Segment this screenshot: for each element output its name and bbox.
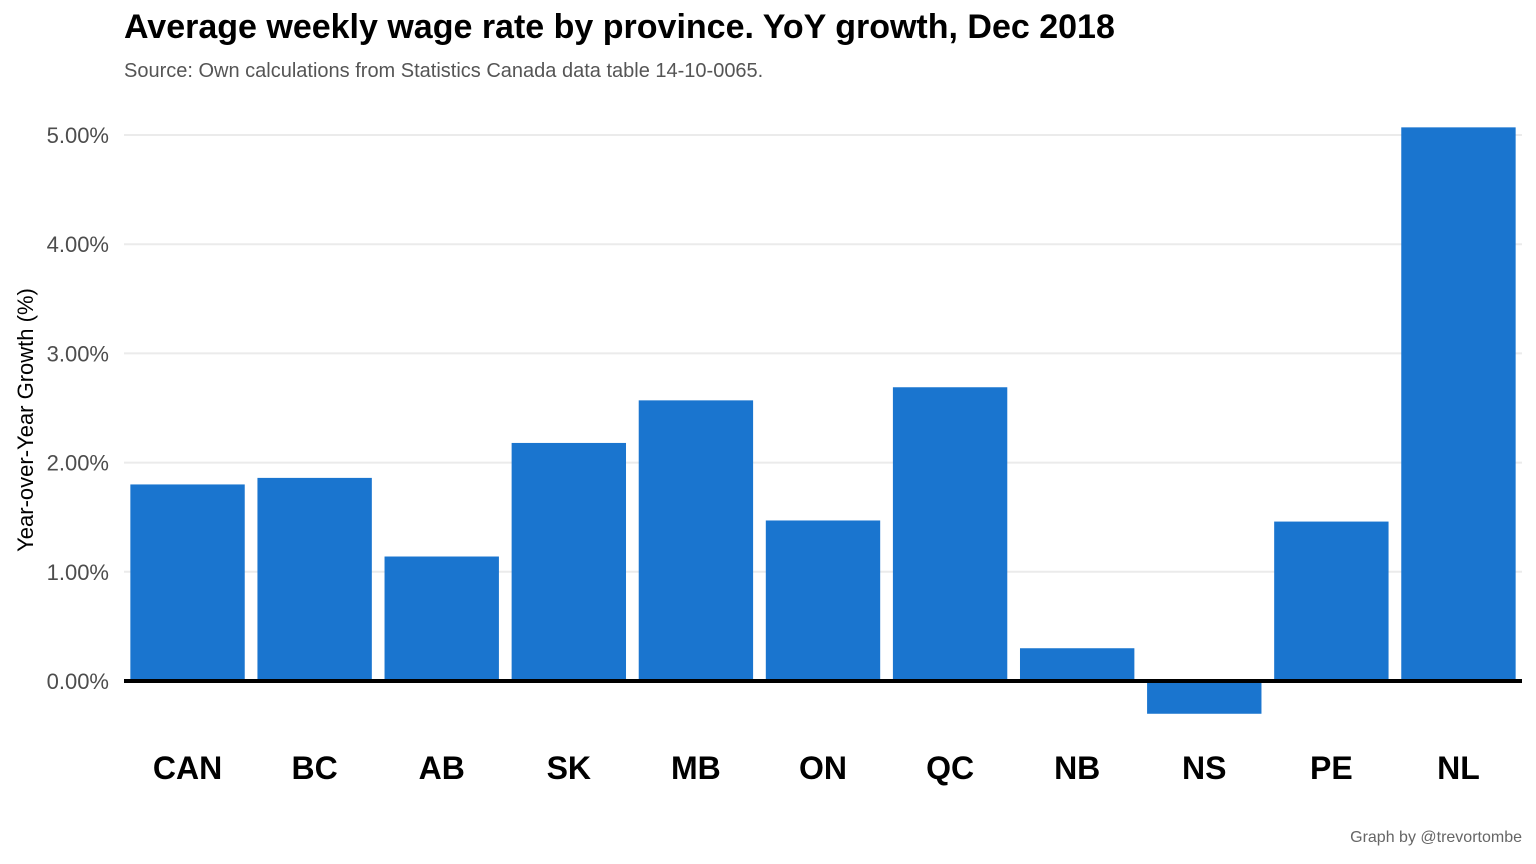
x-tick-label: CAN [153,750,222,786]
x-tick-label: NL [1437,750,1480,786]
bar-nl [1401,127,1516,681]
y-tick-label: 3.00% [47,341,109,366]
y-axis-label: Year-over-Year Growth (%) [13,288,38,552]
x-axis-ticks: CAN BC AB SK MB ON QC NB NS PE NL [153,750,1480,786]
bar-ns [1147,681,1262,714]
y-tick-label: 4.00% [47,232,109,257]
y-tick-label: 5.00% [47,123,109,148]
y-tick-label: 2.00% [47,451,109,476]
bar-on [765,520,881,681]
bar-sk [511,442,627,681]
chart-title: Average weekly wage rate by province. Yo… [124,8,1115,46]
x-tick-label: MB [671,750,721,786]
bar-pe [1274,521,1389,681]
x-tick-label: QC [926,750,974,786]
y-tick-label: 0.00% [47,669,109,694]
y-tick-label: 1.00% [47,560,109,585]
x-tick-label: ON [799,750,847,786]
bar-nb [1019,648,1135,681]
y-axis-ticks: 0.00% 1.00% 2.00% 3.00% 4.00% 5.00% [47,123,109,694]
bar-mb [638,400,754,681]
x-tick-label: SK [547,750,591,786]
bar-ab [384,556,499,681]
x-tick-label: NS [1182,750,1226,786]
x-tick-label: AB [419,750,465,786]
x-tick-label: BC [292,750,338,786]
chart-subtitle: Source: Own calculations from Statistics… [124,60,764,82]
x-tick-label: NB [1054,750,1100,786]
bar-qc [892,387,1008,681]
x-tick-label: PE [1310,750,1353,786]
bar-bc [257,477,372,681]
chart-caption: Graph by @trevortombe [1350,829,1522,846]
bar-can [130,484,245,681]
bars [130,127,1516,714]
